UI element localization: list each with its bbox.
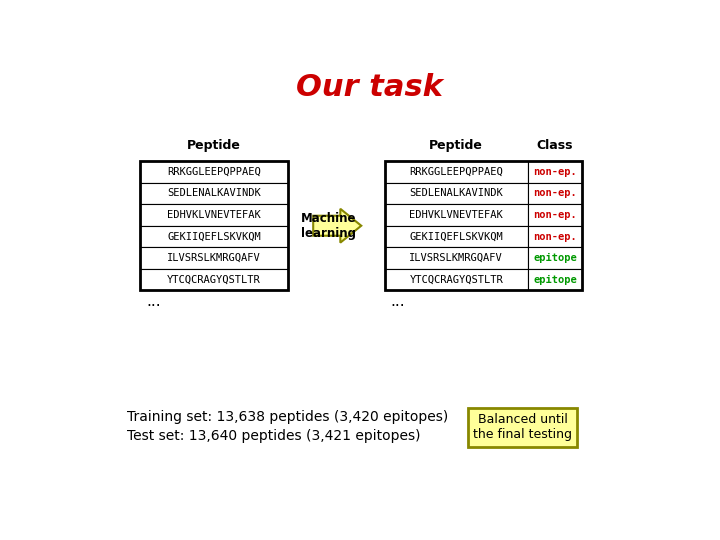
Bar [140,183,287,204]
Bar [140,269,287,291]
Bar [384,161,582,291]
Text: GEKIIQEFLSKVKQM: GEKIIQEFLSKVKQM [167,232,261,241]
Text: non-ep.: non-ep. [533,167,577,177]
Text: ILVSRSLKMRGQAFV: ILVSRSLKMRGQAFV [409,253,503,263]
Bar [384,247,528,269]
Text: Peptide: Peptide [429,139,483,152]
Bar [384,269,528,291]
Bar [140,204,287,226]
Polygon shape [313,209,361,242]
Bar [384,161,528,183]
Text: Test set: 13,640 peptides (3,421 epitopes): Test set: 13,640 peptides (3,421 epitope… [127,429,420,443]
Text: epitope: epitope [533,275,577,285]
Text: EDHVKLVNEVTEFAK: EDHVKLVNEVTEFAK [167,210,261,220]
Bar [140,247,287,269]
Text: ...: ... [391,294,405,309]
Bar [528,204,582,226]
Text: Balanced until
the final testing: Balanced until the final testing [473,414,572,442]
Text: RRKGGLEEPQPPAEQ: RRKGGLEEPQPPAEQ [167,167,261,177]
Bar [528,226,582,247]
Bar [384,226,528,247]
Text: epitope: epitope [533,253,577,263]
Text: RRKGGLEEPQPPAEQ: RRKGGLEEPQPPAEQ [409,167,503,177]
Text: non-ep.: non-ep. [533,232,577,241]
Bar [140,226,287,247]
Text: ILVSRSLKMRGQAFV: ILVSRSLKMRGQAFV [167,253,261,263]
Bar [140,161,287,291]
Text: Machine
learning: Machine learning [301,212,356,240]
Bar [384,204,528,226]
Bar [528,247,582,269]
Text: non-ep.: non-ep. [533,210,577,220]
Bar [528,269,582,291]
Text: EDHVKLVNEVTEFAK: EDHVKLVNEVTEFAK [409,210,503,220]
Bar [468,408,577,447]
Text: Peptide: Peptide [187,139,241,152]
Bar [528,161,582,183]
Text: Training set: 13,638 peptides (3,420 epitopes): Training set: 13,638 peptides (3,420 epi… [127,410,449,424]
Bar [528,183,582,204]
Text: YTCQCRAGYQSTLTR: YTCQCRAGYQSTLTR [409,275,503,285]
Bar [140,161,287,183]
Text: GEKIIQEFLSKVKQM: GEKIIQEFLSKVKQM [409,232,503,241]
Text: ...: ... [147,294,161,309]
Text: Class: Class [536,139,573,152]
Bar [384,183,528,204]
Text: Our task: Our task [296,73,442,103]
Text: YTCQCRAGYQSTLTR: YTCQCRAGYQSTLTR [167,275,261,285]
Text: SEDLENALKAVINDK: SEDLENALKAVINDK [167,188,261,198]
Text: non-ep.: non-ep. [533,188,577,198]
Text: SEDLENALKAVINDK: SEDLENALKAVINDK [409,188,503,198]
